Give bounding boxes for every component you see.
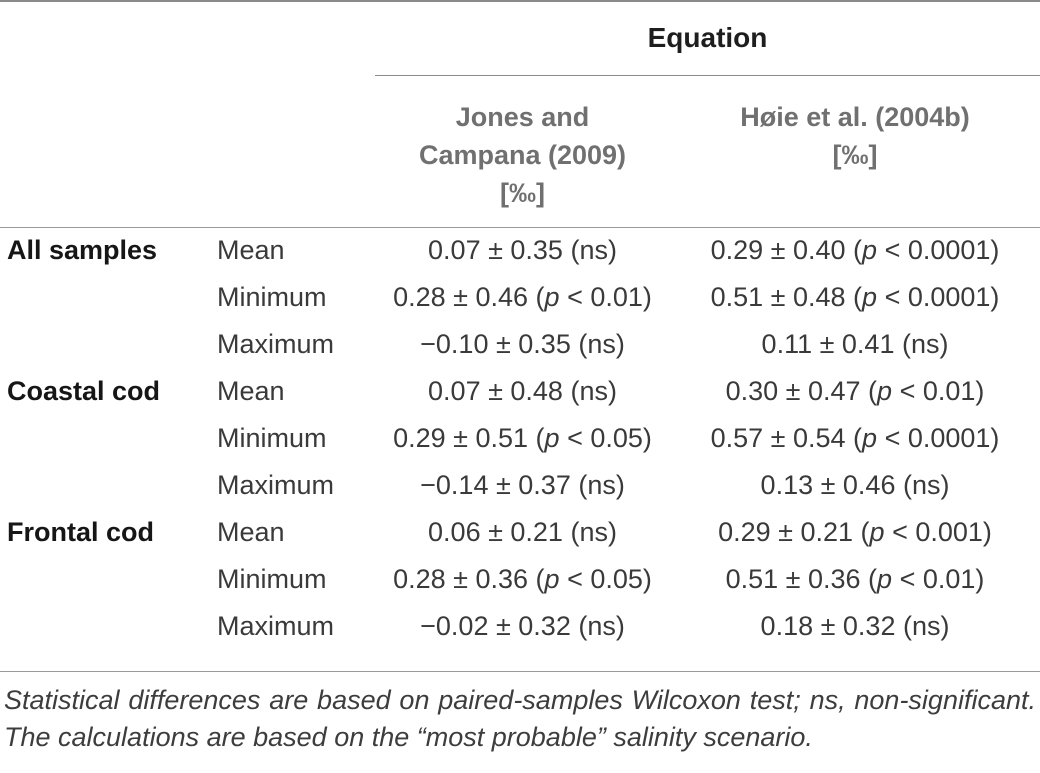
row-group-label [0, 274, 205, 321]
table-row: Maximum −0.10 ± 0.35 (ns) 0.11 ± 0.41 (ns) [0, 321, 1040, 368]
column-header-row: Jones and Campana (2009) [‰] Høie et al. (… [0, 75, 1040, 228]
column-header-spacer [0, 75, 375, 228]
span-header-spacer [0, 0, 375, 75]
column-header-jones: Jones and Campana (2009) [‰] [375, 75, 670, 228]
row-group-label: Frontal cod [7, 517, 154, 547]
value-cell-jones: −0.02 ± 0.32 (ns) [420, 611, 625, 641]
value-cell-hoie: 0.13 ± 0.46 (ns) [760, 470, 950, 500]
stat-label: Mean [217, 517, 285, 547]
table-footnote: Statistical differences are based on pai… [4, 685, 1036, 752]
value-cell-hoie: 0.51 ± 0.48 (p < 0.0001) [710, 282, 1000, 312]
equation-span-header: Equation [375, 0, 1040, 76]
table-row: Maximum −0.14 ± 0.37 (ns) 0.13 ± 0.46 (ns) [0, 462, 1040, 509]
row-group-label: All samples [7, 235, 158, 266]
table-row: All samples Mean 0.07 ± 0.35 (ns) 0.29 ± 0.… [0, 227, 1040, 274]
value-cell-jones: 0.28 ± 0.46 (p < 0.01) [393, 282, 652, 312]
row-group-label [0, 462, 205, 509]
table-header: Equation Jones and Campana (2009) [‰] Høie… [0, 0, 1040, 228]
value-cell-hoie: 0.51 ± 0.36 (p < 0.01) [725, 564, 985, 594]
value-cell-jones: −0.10 ± 0.35 (ns) [420, 329, 625, 359]
value-cell-jones: −0.14 ± 0.37 (ns) [420, 470, 625, 500]
row-group-label [0, 603, 205, 650]
table-row: Minimum 0.29 ± 0.51 (p < 0.05) 0.57 ± 0.54… [0, 415, 1040, 462]
value-cell-jones: 0.28 ± 0.36 (p < 0.05) [393, 564, 652, 594]
column-header-hoie: Høie et al. (2004b) [‰] [670, 75, 1040, 228]
value-cell-jones: 0.07 ± 0.35 (ns) [428, 235, 617, 266]
value-cell-hoie: 0.11 ± 0.41 (ns) [761, 329, 949, 359]
row-group-label [0, 415, 205, 462]
row-group-label [0, 321, 205, 368]
stat-label: Mean [217, 376, 285, 406]
stat-label: Minimum [217, 564, 327, 594]
table-row: Minimum 0.28 ± 0.46 (p < 0.01) 0.51 ± 0.48… [0, 274, 1040, 321]
stat-label: Maximum [217, 470, 335, 500]
table-row: Maximum −0.02 ± 0.32 (ns) 0.18 ± 0.32 (ns) [0, 603, 1040, 650]
span-header-row: Equation [0, 0, 1040, 76]
value-cell-hoie: 0.57 ± 0.54 (p < 0.0001) [710, 423, 1000, 453]
value-cell-hoie: 0.29 ± 0.21 (p < 0.001) [718, 517, 992, 547]
stat-label: Maximum [217, 611, 335, 641]
stat-label: Maximum [217, 329, 335, 359]
value-cell-jones: 0.07 ± 0.48 (ns) [428, 376, 617, 406]
stat-label: Mean [217, 235, 285, 266]
value-cell-hoie: 0.29 ± 0.40 (p < 0.0001) [710, 235, 1000, 266]
comparison-table: Equation Jones and Campana (2009) [‰] Høie… [0, 0, 1040, 650]
table-bottom-rule [0, 671, 1040, 672]
table-body: All samples Mean 0.07 ± 0.35 (ns) 0.29 ± 0.… [0, 227, 1040, 650]
table-row: Frontal cod Mean 0.06 ± 0.21 (ns) 0.29 ± 0.… [0, 509, 1040, 556]
row-group-label [0, 556, 205, 603]
table-row: Coastal cod Mean 0.07 ± 0.48 (ns) 0.30 ± 0.… [0, 368, 1040, 415]
row-group-label: Coastal cod [7, 376, 161, 406]
value-cell-jones: 0.29 ± 0.51 (p < 0.05) [393, 423, 652, 453]
stat-label: Minimum [217, 423, 327, 453]
value-cell-hoie: 0.30 ± 0.47 (p < 0.01) [725, 376, 985, 406]
table-row: Minimum 0.28 ± 0.36 (p < 0.05) 0.51 ± 0.36… [0, 556, 1040, 603]
value-cell-hoie: 0.18 ± 0.32 (ns) [760, 611, 950, 641]
value-cell-jones: 0.06 ± 0.21 (ns) [428, 517, 617, 547]
stat-label: Minimum [217, 282, 327, 312]
